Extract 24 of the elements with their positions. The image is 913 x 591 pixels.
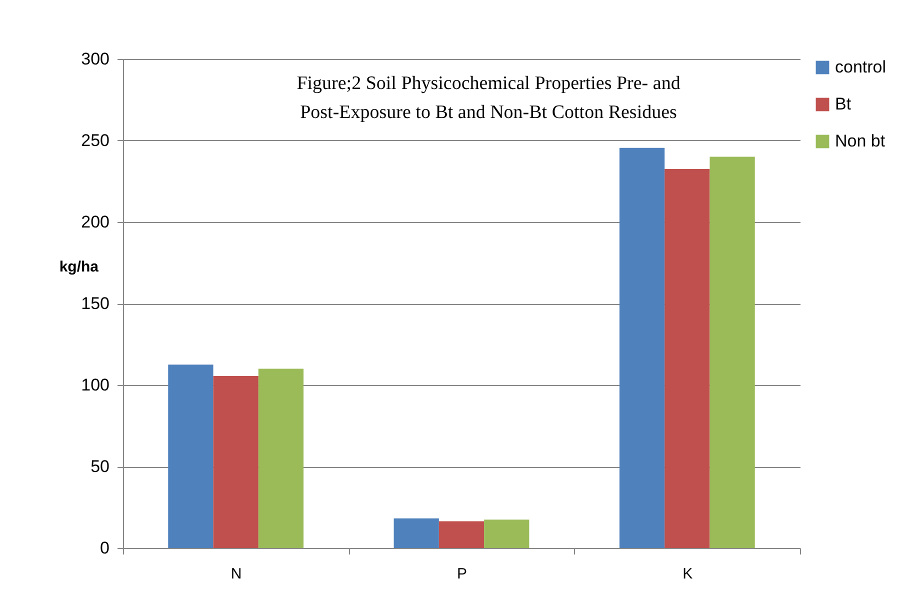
bar <box>213 376 258 548</box>
bar <box>619 148 665 548</box>
y-tick-label: 0 <box>100 538 110 558</box>
y-tick-label: 150 <box>81 294 110 313</box>
bar <box>168 364 214 548</box>
bar <box>710 156 755 548</box>
x-tick-label: K <box>682 566 693 582</box>
bar <box>664 169 710 548</box>
bar <box>484 520 530 548</box>
legend-label: control <box>835 58 886 76</box>
bar <box>438 521 484 548</box>
bar <box>394 518 439 548</box>
x-tick-label: N <box>230 566 242 582</box>
x-tick-label: P <box>456 566 468 582</box>
y-tick-label: 50 <box>90 457 110 476</box>
y-tick-label: 300 <box>81 50 110 68</box>
legend-label: Non bt <box>835 132 886 150</box>
text: Figure;2 Soil Physicochemical Properties Pre- and Post-Exposure to Bt and Non-Bt Cotton Residues <box>296 73 681 123</box>
y-tick-label: 100 <box>81 376 110 394</box>
legend-label: Bt <box>835 94 852 114</box>
bar <box>258 368 304 548</box>
y-tick-label: 200 <box>81 212 110 232</box>
y-axis-title: kg/ha <box>59 258 100 276</box>
y-tick-label: 250 <box>81 131 110 150</box>
